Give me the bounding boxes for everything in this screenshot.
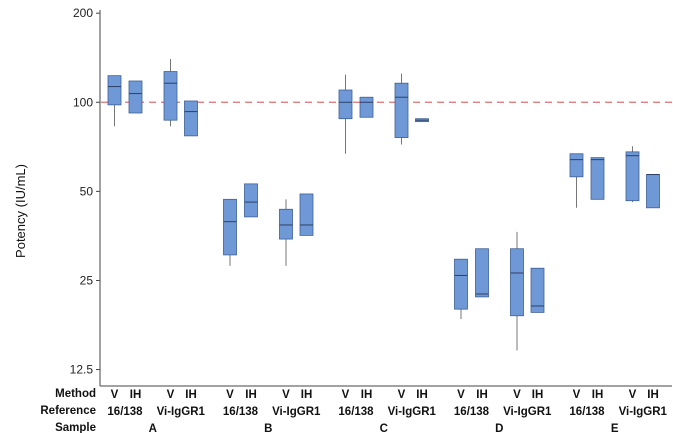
- box: [163, 71, 178, 121]
- box: [107, 75, 122, 106]
- box: [128, 80, 143, 114]
- box: [244, 183, 258, 218]
- reference-label: 16/138: [454, 406, 490, 418]
- box: [646, 174, 660, 209]
- y-tick-label: 200: [73, 6, 93, 20]
- box: [223, 198, 237, 256]
- method-label: V: [111, 389, 119, 401]
- row-header-sample: Sample: [55, 422, 96, 433]
- method-label: IH: [130, 389, 142, 401]
- box: [510, 248, 524, 317]
- reference-label: 16/138: [223, 406, 259, 418]
- method-label: V: [342, 389, 350, 401]
- reference-label: Vi-IgGR1: [619, 406, 668, 418]
- box: [454, 258, 468, 310]
- y-tick-label: 25: [80, 273, 94, 287]
- method-label: IH: [416, 389, 428, 401]
- axes-frame: [99, 10, 672, 387]
- box: [359, 96, 374, 118]
- method-label: IH: [476, 389, 488, 401]
- sample-label: A: [149, 423, 157, 433]
- box-series: [107, 59, 660, 351]
- y-tick-label: 50: [80, 184, 94, 198]
- method-label: IH: [301, 389, 313, 401]
- method-label: V: [513, 389, 521, 401]
- method-label: V: [167, 389, 175, 401]
- category-labels: Method Reference Sample V IH 16/138 V IH Vi-IgGR…: [40, 388, 667, 433]
- sample-label: C: [380, 423, 388, 433]
- method-label: V: [457, 389, 465, 401]
- box: [530, 267, 545, 313]
- box: [475, 248, 489, 298]
- method-label: V: [226, 389, 234, 401]
- method-label: V: [398, 389, 406, 401]
- row-header-reference: Reference: [40, 405, 96, 417]
- method-label: V: [282, 389, 290, 401]
- y-tick-label: 12.5: [70, 363, 94, 377]
- box: [394, 82, 409, 138]
- box: [569, 153, 584, 178]
- sample-label: E: [611, 423, 619, 433]
- y-axis-label: Potency (IU/mL): [13, 164, 28, 258]
- reference-label: 16/138: [338, 406, 374, 418]
- method-label: IH: [361, 389, 373, 401]
- reference-label: Vi-IgGR1: [272, 406, 321, 418]
- method-label: IH: [647, 389, 659, 401]
- method-label: V: [629, 389, 637, 401]
- reference-label: 16/138: [107, 406, 143, 418]
- method-label: IH: [245, 389, 257, 401]
- box: [184, 100, 198, 137]
- box: [279, 208, 293, 240]
- reference-label: Vi-IgGR1: [503, 406, 552, 418]
- reference-label: Vi-IgGR1: [388, 406, 437, 418]
- y-tick-label: 100: [73, 95, 93, 109]
- method-label: IH: [185, 389, 197, 401]
- method-label: V: [573, 389, 581, 401]
- sample-label: B: [264, 423, 272, 433]
- box: [299, 193, 314, 236]
- y-axis: 12.5 25 50 100 200: [70, 6, 100, 377]
- box: [338, 89, 353, 120]
- box: [590, 157, 605, 200]
- method-label: IH: [532, 389, 544, 401]
- box: [625, 151, 640, 202]
- reference-label: 16/138: [569, 406, 605, 418]
- method-label: IH: [592, 389, 604, 401]
- row-header-method: Method: [55, 388, 96, 400]
- reference-label: Vi-IgGR1: [157, 406, 206, 418]
- sample-label: D: [495, 423, 503, 433]
